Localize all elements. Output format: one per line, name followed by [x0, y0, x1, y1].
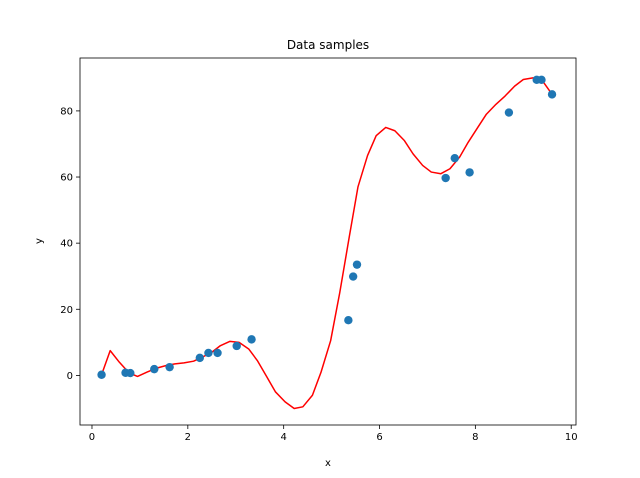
chart-title: Data samples — [287, 38, 369, 52]
data-point — [150, 364, 159, 374]
y-axis-label: y — [34, 238, 45, 244]
data-point — [537, 75, 546, 85]
y-tick-label: 0 — [67, 371, 73, 382]
x-tick-label: 6 — [376, 432, 382, 443]
data-point — [441, 173, 450, 183]
x-tick-label: 2 — [185, 432, 191, 443]
data-point — [465, 168, 474, 177]
data-point — [165, 362, 174, 372]
data-point — [232, 341, 241, 351]
fit-line — [100, 77, 553, 410]
data-point — [126, 368, 135, 378]
x-axis-label: x — [325, 458, 331, 469]
y-tick-label: 40 — [60, 239, 73, 250]
x-tick-label: 10 — [565, 432, 578, 443]
data-point — [195, 353, 205, 363]
y-tick-label: 80 — [60, 106, 73, 117]
plot-area: 0 2 4 6 8 10 0 20 40 60 80 — [60, 57, 578, 443]
y-tick-label: 20 — [60, 305, 73, 316]
data-point — [213, 348, 222, 358]
data-point — [247, 335, 256, 344]
data-point — [204, 348, 213, 358]
axes-frame — [79, 57, 577, 426]
data-point — [348, 272, 358, 281]
x-tick-label: 4 — [280, 432, 286, 443]
x-tick-label: 8 — [472, 432, 478, 443]
x-tick-label: 0 — [89, 432, 95, 443]
data-point — [344, 315, 353, 325]
data-point — [450, 153, 459, 163]
y-tick-label: 60 — [60, 173, 73, 184]
data-point — [547, 90, 557, 99]
data-point — [504, 108, 514, 117]
data-point — [352, 260, 362, 269]
data-point — [97, 370, 106, 379]
